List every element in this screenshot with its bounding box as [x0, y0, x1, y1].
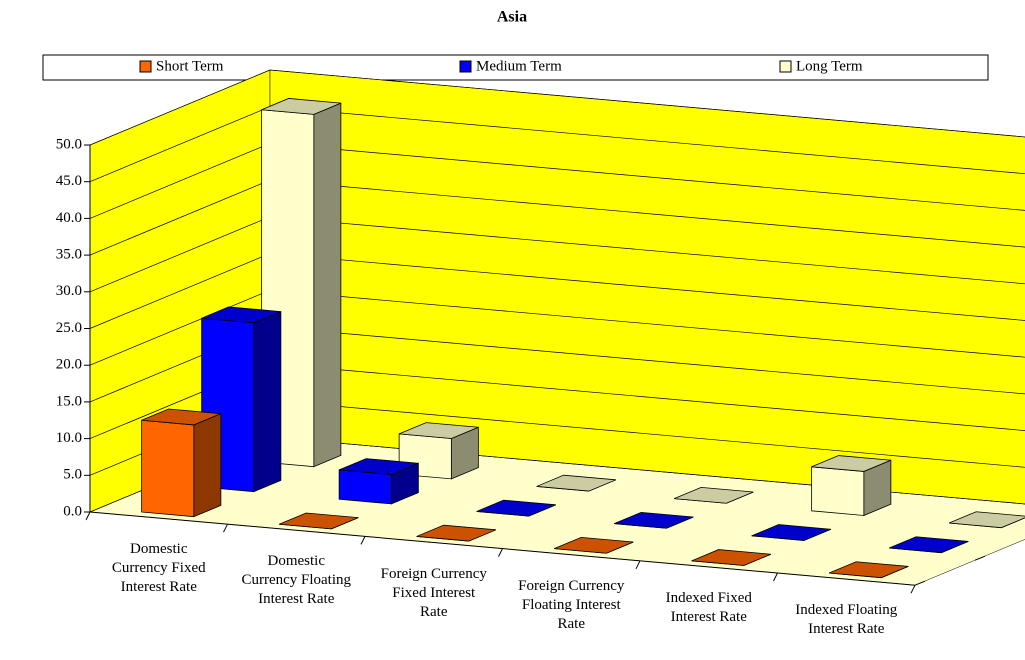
x-tick — [635, 560, 641, 570]
x-tick-label: Domestic Currency Floating Interest Rate — [241, 553, 352, 608]
bar — [828, 561, 909, 579]
bar — [416, 524, 497, 542]
depth-tick — [974, 555, 986, 561]
back-wall — [269, 69, 1025, 505]
bar — [948, 511, 1025, 529]
bar-top — [828, 561, 909, 579]
y-tick-label: 20.0 — [56, 357, 82, 373]
bar-side — [193, 413, 222, 518]
bar — [476, 499, 557, 517]
bar-top — [553, 536, 634, 554]
bar-top — [398, 422, 479, 439]
bar — [141, 408, 222, 518]
depth-tick — [914, 580, 926, 586]
bar — [613, 511, 694, 529]
bar-top — [201, 306, 282, 324]
bar-top — [476, 499, 557, 517]
x-tick — [910, 584, 916, 594]
x-tick — [773, 572, 778, 582]
x-tick-label: Indexed Fixed Interest Rate — [665, 589, 752, 625]
bar-top — [416, 524, 497, 542]
y-tick-label: 35.0 — [56, 247, 82, 263]
bar-top — [261, 98, 342, 115]
bar — [278, 512, 359, 530]
bar-front — [141, 419, 195, 518]
y-tick-label: 45.0 — [56, 173, 82, 189]
x-tick-label: Indexed Floating Interest Rate — [795, 602, 898, 638]
x-tick — [85, 511, 91, 521]
bar-top — [278, 512, 359, 530]
bar-top — [613, 511, 694, 529]
grid-line — [89, 69, 1025, 146]
legend-box — [42, 54, 989, 81]
bar-top — [751, 524, 832, 541]
x-tick-label: Foreign Currency Floating Interest Rate — [518, 577, 625, 632]
x-tick-label: Foreign Currency Fixed Interest Rate — [380, 565, 487, 620]
bar — [673, 486, 754, 504]
bar — [888, 536, 969, 554]
bar-top — [691, 549, 772, 566]
bar — [536, 474, 617, 492]
x-tick — [223, 523, 228, 533]
y-tick-label: 15.0 — [56, 393, 82, 409]
y-tick-label: 25.0 — [56, 320, 82, 336]
bar — [553, 536, 634, 554]
bar-top — [948, 511, 1025, 529]
bar-top — [673, 486, 754, 504]
bar-top — [536, 474, 617, 492]
legend-swatch — [779, 60, 792, 73]
bar-top — [141, 408, 222, 426]
legend-swatch — [139, 60, 152, 73]
bar — [751, 524, 832, 541]
y-tick-label: 50.0 — [56, 136, 82, 152]
bar-front — [811, 466, 865, 516]
x-tick — [498, 548, 503, 557]
y-tick-label: 30.0 — [56, 283, 82, 299]
bar — [691, 549, 772, 566]
y-tick-label: 0.0 — [63, 503, 82, 519]
bar-side — [253, 310, 282, 493]
legend-swatch — [459, 60, 472, 73]
bar-side — [313, 102, 342, 468]
legend-label: Short Term — [156, 58, 224, 74]
legend-label: Long Term — [796, 58, 863, 74]
bar-top — [888, 536, 969, 554]
y-tick-label: 5.0 — [63, 467, 82, 483]
y-tick-label: 10.0 — [56, 430, 82, 446]
bar-front — [338, 469, 392, 505]
bar-top — [811, 455, 892, 472]
bar-top — [338, 458, 419, 475]
chart-title: Asia — [497, 9, 527, 26]
x-tick-label: Domestic Currency Fixed Interest Rate — [111, 541, 206, 596]
bar — [338, 458, 419, 505]
y-tick-label: 40.0 — [56, 210, 82, 226]
bar — [811, 455, 892, 517]
legend-label: Medium Term — [476, 58, 562, 74]
x-tick — [360, 536, 366, 545]
